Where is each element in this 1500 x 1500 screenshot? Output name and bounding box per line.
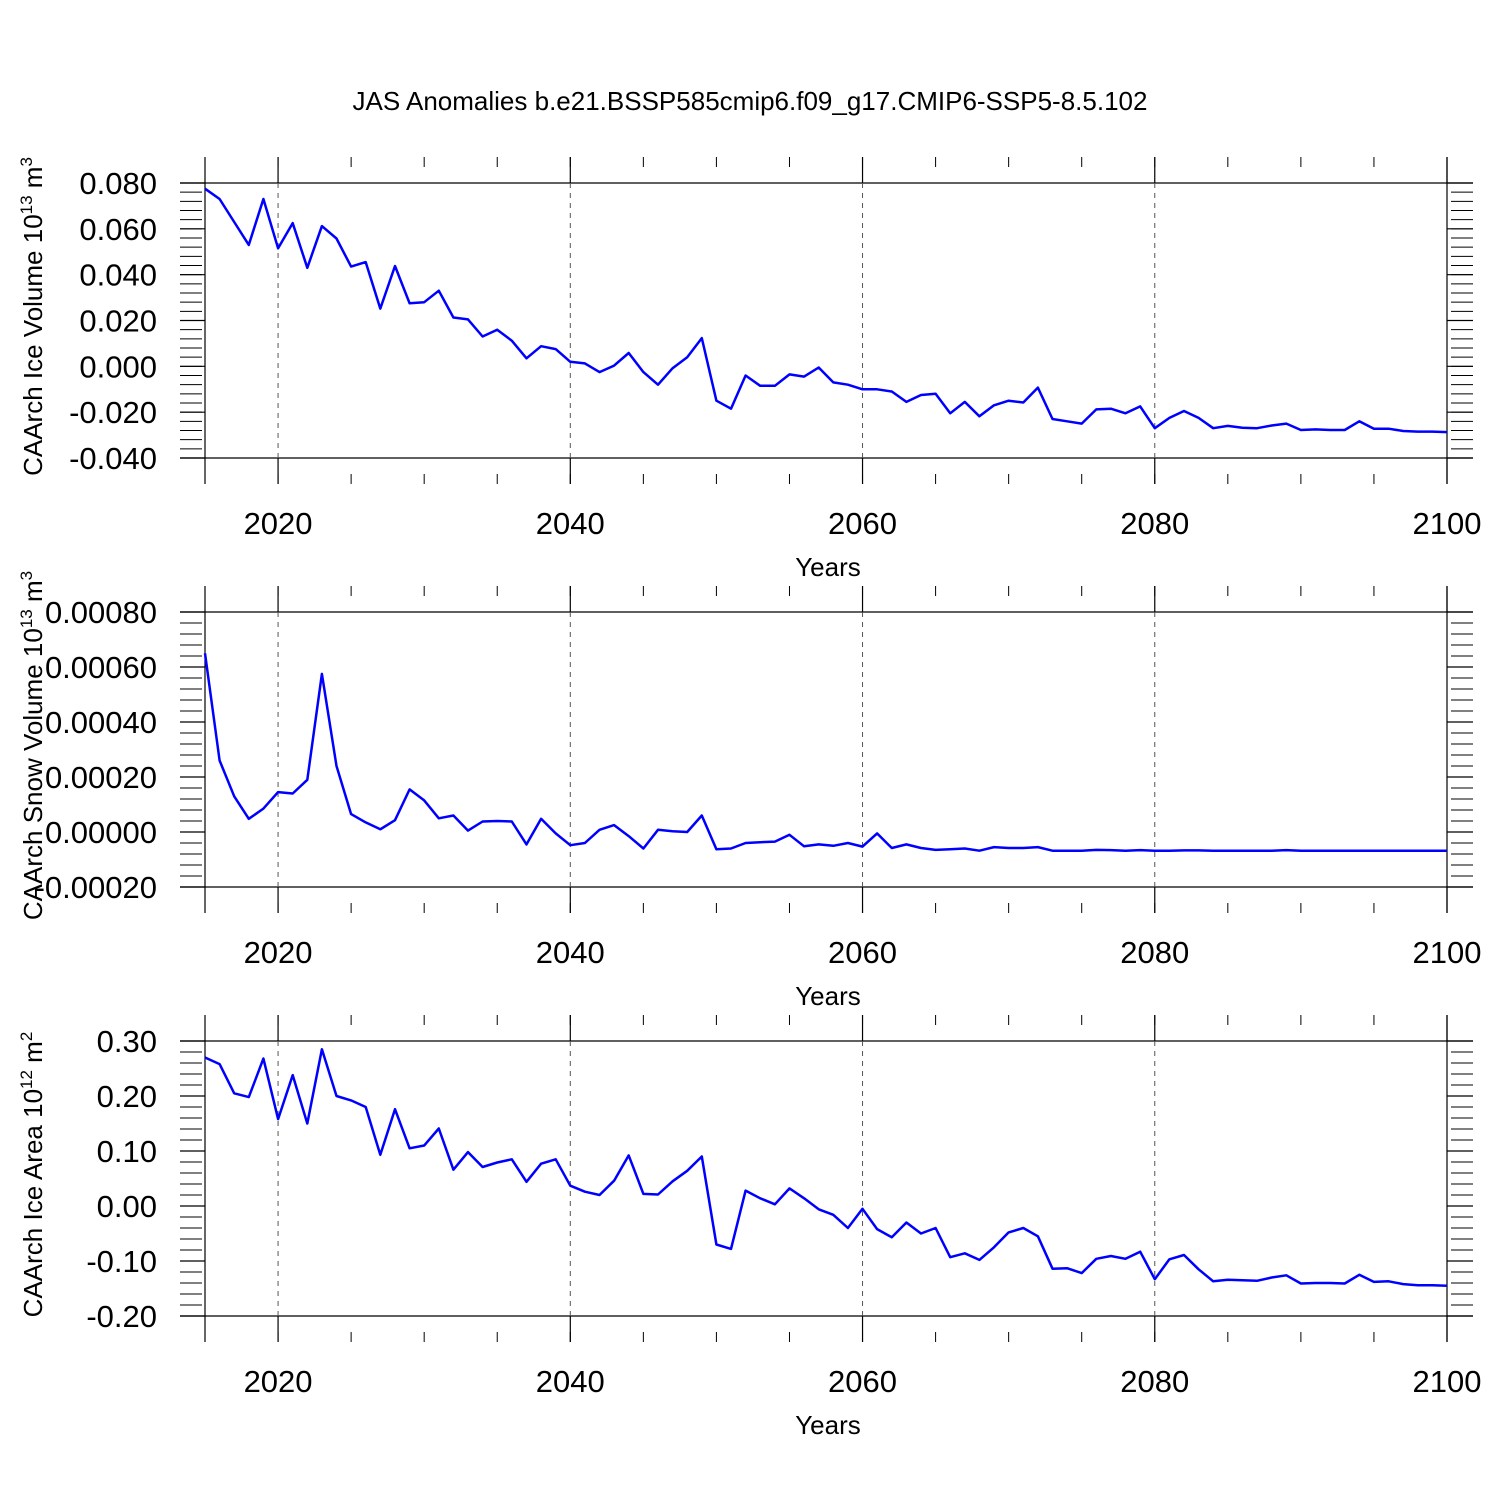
x-tick-label: 2020 xyxy=(244,506,313,541)
y-tick-label: -0.00020 xyxy=(35,870,157,905)
y-tick-label: 0.080 xyxy=(79,166,157,201)
y-tick-label: 0.00080 xyxy=(45,595,157,630)
y-tick-label: 0.30 xyxy=(97,1024,157,1059)
series-line xyxy=(204,1048,1448,1288)
y-tick-label: 0.060 xyxy=(79,212,157,247)
y-axis-label-base: CAArch Snow Volume 10 xyxy=(18,628,48,920)
panel-2: 2020 2040 2060 2080 2100 -0.00020 0.00000 0.000… xyxy=(17,571,1481,1011)
y-tick-label: 0.00040 xyxy=(45,705,157,740)
y-axis-label-unit: m xyxy=(18,1041,48,1070)
y-tick-label: 0.00020 xyxy=(45,760,157,795)
y-axis-label-unit: m xyxy=(18,167,48,196)
x-tick-label: 2100 xyxy=(1413,506,1482,541)
y-axis-label: CAArch Ice Volume 1013 m3 xyxy=(17,157,48,476)
figure-title: JAS Anomalies b.e21.BSSP585cmip6.f09_g17… xyxy=(353,86,1148,116)
x-tick-label: 2100 xyxy=(1413,1364,1482,1399)
x-axis-label: Years xyxy=(795,1410,861,1440)
y-tick-label: 0.00000 xyxy=(45,815,157,850)
y-tick-label: 0.020 xyxy=(79,304,157,339)
y-axis-label-unit-exponent: 3 xyxy=(17,571,36,580)
y-tick-label: 0.00060 xyxy=(45,650,157,685)
y-tick-label: -0.040 xyxy=(69,441,157,476)
y-tick-label: -0.20 xyxy=(86,1299,157,1334)
x-tick-label: 2080 xyxy=(1120,1364,1189,1399)
x-axis-label: Years xyxy=(795,981,861,1011)
x-tick-label: 2080 xyxy=(1120,506,1189,541)
y-axis-label-exponent: 13 xyxy=(17,195,36,214)
x-tick-label: 2040 xyxy=(536,506,605,541)
x-tick-label: 2040 xyxy=(536,935,605,970)
x-tick-label: 2040 xyxy=(536,1364,605,1399)
y-axis-label: CAArch Snow Volume 1013 m3 xyxy=(17,571,48,920)
x-tick-label: 2060 xyxy=(828,935,897,970)
x-tick-label: 2060 xyxy=(828,1364,897,1399)
y-tick-label: 0.10 xyxy=(97,1134,157,1169)
panel-1: 2020 2040 2060 2080 2100 -0.040 -0.020 0.000 0.0… xyxy=(17,157,1481,582)
y-axis-label: CAArch Ice Area 1012 m2 xyxy=(17,1032,48,1318)
y-tick-label: 0.000 xyxy=(79,349,157,384)
panels: 2020 2040 2060 2080 2100 -0.040 -0.020 0.000 0.0… xyxy=(17,157,1481,1440)
y-tick-label: -0.020 xyxy=(69,395,157,430)
y-axis-label-unit-exponent: 2 xyxy=(17,1032,36,1041)
x-tick-label: 2020 xyxy=(244,935,313,970)
x-tick-label: 2020 xyxy=(244,1364,313,1399)
y-axis-label-exponent: 13 xyxy=(17,609,36,628)
y-tick-label: -0.10 xyxy=(86,1244,157,1279)
series-line xyxy=(204,187,1448,434)
x-tick-label: 2100 xyxy=(1413,935,1482,970)
y-axis-label-base: CAArch Ice Volume 10 xyxy=(18,214,48,476)
x-axis-label: Years xyxy=(795,552,861,582)
y-axis-label-exponent: 12 xyxy=(17,1070,36,1089)
series-line xyxy=(203,653,1447,852)
y-tick-label: 0.20 xyxy=(97,1079,157,1114)
y-axis-label-unit-exponent: 3 xyxy=(17,157,36,166)
x-tick-label: 2060 xyxy=(828,506,897,541)
y-tick-label: 0.00 xyxy=(97,1189,157,1224)
y-axis-label-unit: m xyxy=(18,580,48,609)
y-axis-label-base: CAArch Ice Area 10 xyxy=(18,1089,48,1317)
y-tick-label: 0.040 xyxy=(79,258,157,293)
x-tick-label: 2080 xyxy=(1120,935,1189,970)
panel-3: 2020 2040 2060 2080 2100 -0.20 -0.10 0.00 0.10 0.… xyxy=(17,1015,1481,1440)
